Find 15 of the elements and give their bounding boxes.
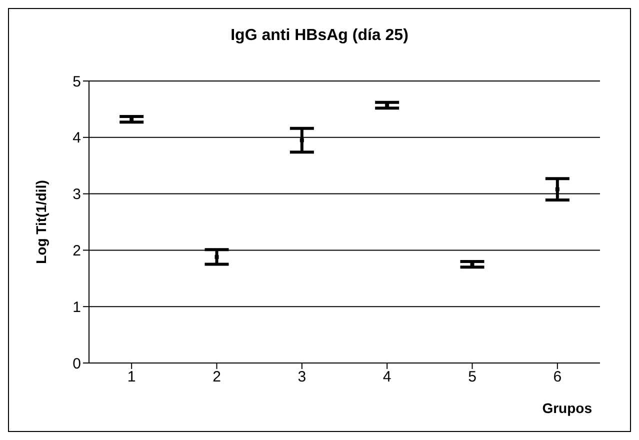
y-tick-label: 5	[72, 73, 81, 90]
x-tick-label: 3	[298, 368, 306, 386]
y-tick-label: 0	[72, 355, 81, 372]
y-tick-label: 3	[72, 186, 81, 204]
x-tick-label: 6	[553, 368, 562, 386]
x-tick-label: 1	[127, 368, 136, 386]
x-tick-label: 5	[468, 368, 476, 386]
y-tick-label: 4	[72, 130, 81, 147]
y-tick-label: 1	[72, 298, 81, 316]
x-tick-label: 2	[212, 368, 221, 386]
y-axis-title: Log Tit(1/dil)	[32, 180, 49, 264]
x-axis-title: Grupos	[542, 400, 592, 416]
y-tick-label: 2	[72, 242, 81, 260]
x-tick-label: 4	[382, 368, 392, 386]
chart-title: IgG anti HBsAg (día 25)	[230, 27, 410, 45]
